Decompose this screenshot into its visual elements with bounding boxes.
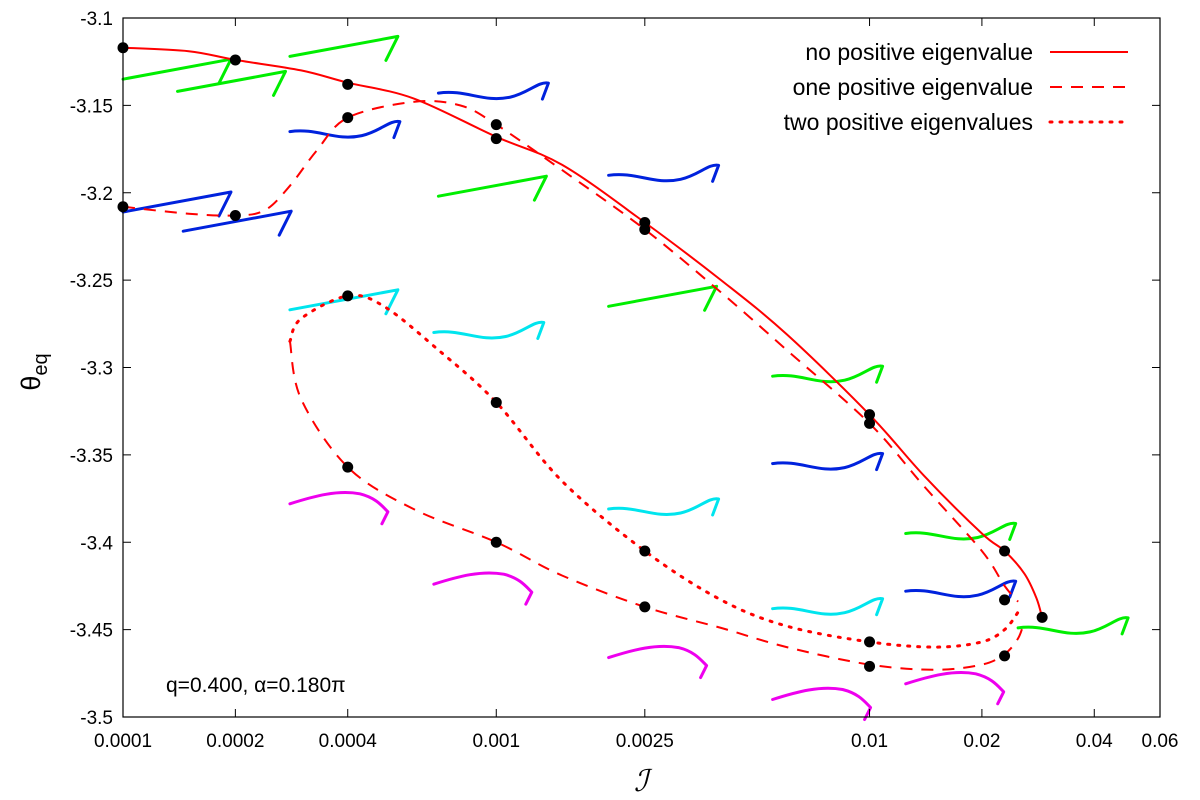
series-line-dashed-1	[122, 100, 1019, 603]
y-tick-label: -3.15	[70, 96, 113, 117]
svg-text:θeq: θeq	[16, 353, 52, 390]
legend-label-1: one positive eigenvalue	[793, 74, 1033, 100]
y-axis-title: θeq	[16, 353, 52, 390]
marker-group	[117, 42, 1048, 672]
series-line-dotted-3	[288, 293, 1020, 649]
parameter-annotation: q=0.400, α=0.180π	[166, 674, 346, 697]
x-tick-label: 0.0004	[319, 731, 378, 752]
data-point	[490, 119, 502, 131]
inset-curve-green	[176, 69, 287, 97]
x-tick-label: 0.02	[963, 731, 1000, 752]
inset-curve-green	[436, 174, 548, 202]
y-tick-label: -3.1	[80, 9, 113, 30]
data-point	[229, 209, 241, 221]
y-tick-label: -3.4	[80, 533, 113, 554]
data-point	[1036, 611, 1048, 623]
x-tick-label: 0.0001	[94, 731, 152, 752]
data-point	[999, 594, 1011, 606]
inset-curve-cyan	[771, 597, 885, 617]
data-point	[490, 536, 502, 548]
y-axis: -3.1 -3.15 -3.2 -3.25 -3.3 -3.35 -3.4 -3.45 -3.5	[70, 9, 1160, 729]
inset-curve-magenta	[288, 491, 390, 526]
inset-curve-green	[771, 364, 885, 384]
inset-curve-green	[288, 34, 400, 62]
legend: no positive eigenvalue one positive eige…	[784, 39, 1130, 135]
data-point	[864, 636, 876, 648]
data-point	[639, 223, 651, 235]
inset-curve-green	[904, 521, 1018, 541]
y-tick-label: -3.3	[80, 359, 113, 380]
inset-curve-blue	[436, 81, 550, 101]
inset-curve-magenta	[904, 671, 1006, 706]
inset-curve-cyan	[607, 497, 721, 517]
series-line-dashed-2	[288, 341, 1026, 671]
x-tick-label: 0.0025	[616, 731, 674, 752]
inset-curve-green	[607, 284, 719, 312]
data-point	[639, 545, 651, 557]
y-axis-title-main: θ	[16, 376, 46, 391]
data-point	[342, 78, 354, 90]
data-point	[342, 112, 354, 124]
data-point	[229, 54, 241, 66]
data-point	[490, 133, 502, 145]
data-point	[342, 290, 354, 302]
x-tick-label: 0.001	[472, 731, 520, 752]
legend-label-0: no positive eigenvalue	[805, 39, 1033, 65]
inset-curve-magenta	[432, 571, 534, 606]
inset-curve-green	[1016, 616, 1130, 636]
inset-curve-blue	[181, 209, 293, 237]
x-axis: 0.0001 0.0002 0.0004 0.001 0.0025 0.01 0.02 0.0…	[94, 18, 1179, 752]
inset-curve-blue	[771, 451, 885, 472]
y-tick-label: -3.2	[80, 184, 113, 205]
data-point	[999, 650, 1011, 662]
inset-curve-blue	[904, 579, 1018, 599]
y-tick-label: -3.45	[70, 621, 113, 642]
data-point	[639, 601, 651, 613]
inset-curve-blue	[607, 163, 721, 183]
legend-label-2: two positive eigenvalues	[784, 109, 1033, 135]
inset-curve-magenta	[607, 644, 709, 680]
x-tick-label: 0.0002	[206, 731, 264, 752]
y-tick-label: -3.35	[70, 446, 113, 467]
y-tick-label: -3.25	[70, 271, 113, 292]
x-tick-label: 0.06	[1142, 731, 1179, 752]
data-point	[490, 396, 502, 408]
data-point	[342, 461, 354, 473]
inset-curve-blue	[121, 190, 233, 218]
y-tick-label: -3.5	[80, 708, 113, 729]
data-point	[864, 417, 876, 429]
inset-curve-blue	[288, 119, 402, 140]
inset-curve-cyan	[288, 288, 400, 316]
data-point	[999, 545, 1011, 557]
x-tick-label: 0.04	[1076, 731, 1113, 752]
data-point	[864, 409, 876, 421]
x-tick-label: 0.01	[851, 731, 888, 752]
inset-curves	[121, 34, 1130, 721]
y-axis-title-sub: eq	[30, 353, 52, 375]
inset-curve-magenta	[771, 686, 873, 721]
inset-curve-cyan	[432, 320, 546, 340]
data-point	[864, 660, 876, 672]
